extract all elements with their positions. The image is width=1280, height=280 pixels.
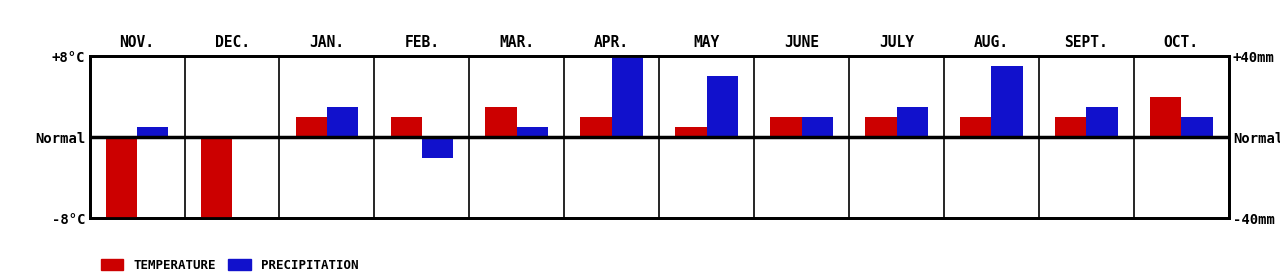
Bar [896, 107, 928, 137]
Bar [707, 76, 739, 137]
Bar [1087, 107, 1117, 137]
Bar [676, 127, 707, 137]
Bar [580, 117, 612, 137]
Bar [296, 117, 326, 137]
Bar [865, 117, 896, 137]
Bar [992, 66, 1023, 137]
Bar [1181, 117, 1212, 137]
Legend: TEMPERATURE, PRECIPITATION: TEMPERATURE, PRECIPITATION [96, 254, 364, 277]
Bar [960, 117, 992, 137]
Bar [106, 137, 137, 218]
Bar [771, 117, 801, 137]
Bar [517, 127, 548, 137]
Bar [801, 117, 833, 137]
Bar [137, 127, 169, 137]
Bar [485, 107, 517, 137]
Bar [390, 117, 422, 137]
Bar [1149, 97, 1181, 137]
Bar [1055, 117, 1087, 137]
Bar [201, 137, 232, 218]
Bar [422, 137, 453, 157]
Bar [326, 107, 358, 137]
Bar [612, 56, 643, 137]
